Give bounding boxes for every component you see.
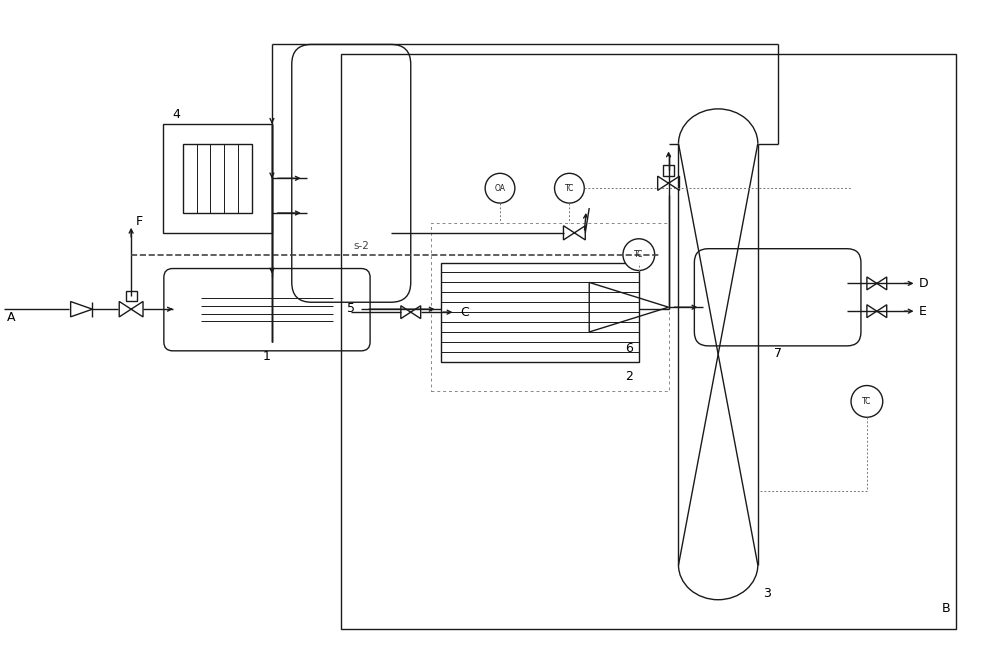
Bar — [183, 144, 252, 213]
Text: 1: 1 — [263, 350, 271, 363]
Circle shape — [851, 385, 883, 417]
Circle shape — [623, 239, 655, 271]
Text: A: A — [7, 311, 16, 324]
Bar — [663, 166, 674, 176]
Text: OA: OA — [495, 184, 506, 193]
Text: B: B — [942, 602, 951, 614]
Text: E: E — [918, 305, 926, 318]
Text: 4: 4 — [173, 108, 181, 120]
Bar — [441, 263, 639, 361]
Text: 5: 5 — [347, 303, 355, 315]
Circle shape — [555, 173, 584, 203]
Text: TC: TC — [565, 184, 574, 193]
Bar — [341, 54, 956, 630]
Bar — [163, 124, 272, 233]
Text: s-2: s-2 — [353, 241, 369, 251]
Circle shape — [485, 173, 515, 203]
Text: 2: 2 — [625, 369, 633, 383]
Text: D: D — [918, 277, 928, 290]
Text: TC: TC — [862, 397, 872, 406]
Text: 3: 3 — [763, 587, 771, 600]
Bar — [126, 291, 137, 301]
Text: C: C — [460, 306, 469, 318]
Text: TC: TC — [634, 250, 644, 259]
Text: 7: 7 — [774, 347, 782, 360]
Text: 6: 6 — [625, 342, 633, 355]
Bar — [431, 223, 669, 391]
Text: F: F — [136, 215, 143, 228]
